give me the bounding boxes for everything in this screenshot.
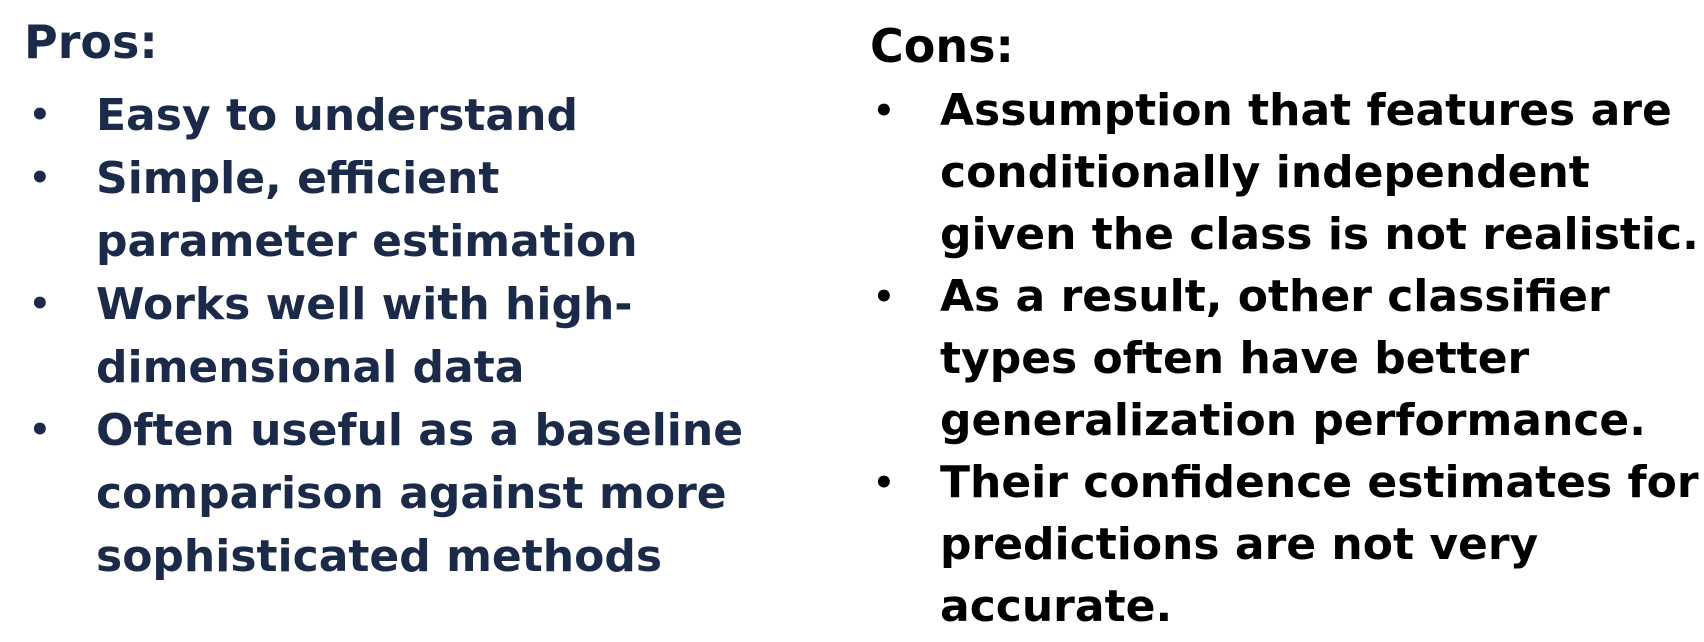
pros-item: • Works well with high- dimensional data	[24, 273, 743, 399]
pros-item-line: comparison against more	[96, 468, 727, 519]
bullet-icon: •	[873, 463, 895, 503]
cons-item-line: types often have better	[940, 333, 1530, 384]
bullet-icon: •	[873, 277, 895, 317]
bullet-icon: •	[873, 91, 895, 131]
pros-item-line: Simple, efficient	[96, 153, 500, 204]
cons-item: • As a result, other classifier types of…	[870, 266, 1699, 452]
cons-item: • Assumption that features are condition…	[870, 80, 1699, 266]
pros-item-line: sophisticated methods	[96, 531, 663, 582]
bullet-icon: •	[29, 158, 51, 198]
cons-item-line: As a result, other classifier	[940, 271, 1610, 322]
pros-item-line: dimensional data	[96, 342, 525, 393]
cons-heading: Cons:	[870, 19, 1014, 73]
pros-item-line: Easy to understand	[96, 90, 578, 141]
cons-item-line: generalization performance.	[940, 395, 1646, 446]
cons-item-line: Assumption that features are	[940, 85, 1672, 136]
cons-item-line: accurate.	[940, 581, 1173, 632]
cons-list: • Assumption that features are condition…	[870, 80, 1699, 638]
pros-item: • Often useful as a baseline comparison …	[24, 399, 743, 588]
cons-item: • Their confidence estimates for predict…	[870, 452, 1699, 638]
cons-item-line: conditionally independent	[940, 147, 1590, 198]
bullet-icon: •	[29, 410, 51, 450]
pros-item: • Easy to understand	[24, 84, 743, 147]
pros-item: • Simple, efficient parameter estimation	[24, 147, 743, 273]
cons-item-line: given the class is not realistic.	[940, 209, 1699, 260]
bullet-icon: •	[29, 95, 51, 135]
pros-item-line: parameter estimation	[96, 216, 638, 267]
pros-list: • Easy to understand • Simple, efficient…	[24, 84, 743, 588]
pros-item-line: Works well with high-	[96, 279, 633, 330]
pros-item-line: Often useful as a baseline	[96, 405, 744, 456]
cons-item-line: predictions are not very	[940, 519, 1539, 570]
cons-item-line: Their confidence estimates for	[940, 457, 1699, 508]
pros-heading: Pros:	[24, 15, 158, 69]
bullet-icon: •	[29, 284, 51, 324]
